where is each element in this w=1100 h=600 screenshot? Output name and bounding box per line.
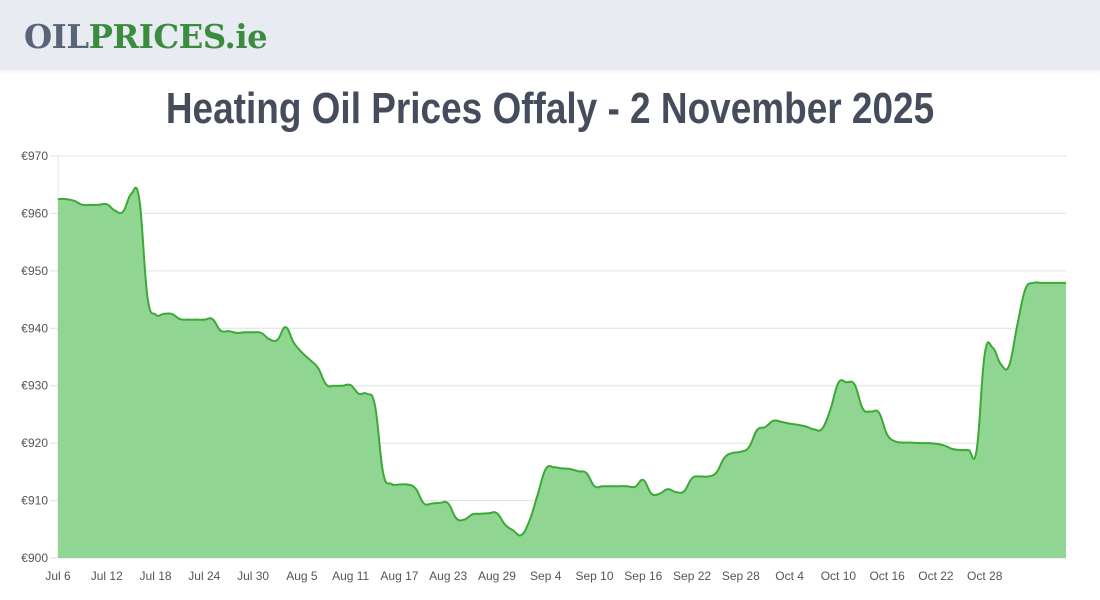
x-tick-label: Sep 10 — [575, 569, 613, 583]
x-tick-label: Sep 22 — [673, 569, 711, 583]
price-line — [57, 186, 1066, 537]
x-tick-label: Sep 28 — [722, 569, 760, 583]
x-tick-label: Jul 30 — [237, 569, 269, 583]
logo-text-oil: OIL — [24, 17, 89, 56]
site-logo[interactable]: OILPRICES.ie — [24, 17, 268, 57]
y-tick-label: €920 — [21, 436, 48, 450]
y-tick-label: €960 — [21, 206, 48, 220]
logo-text-prices: PRICES.ie — [88, 17, 268, 56]
x-tick-label: Aug 23 — [429, 569, 467, 583]
x-tick-label: Oct 4 — [775, 569, 804, 583]
x-axis: Jul 6 Jul 12 Jul 18 Jul 24 Jul 30 Aug 5 Aug 11… — [45, 569, 1002, 583]
x-tick-label: Aug 11 — [332, 569, 369, 583]
y-tick-label: €970 — [21, 149, 48, 163]
x-tick-label: Sep 16 — [624, 569, 662, 583]
site-header: OILPRICES.ie — [0, 0, 1100, 70]
x-tick-label: Jul 24 — [188, 569, 220, 583]
x-tick-label: Oct 28 — [967, 569, 1003, 583]
x-tick-label: Aug 17 — [380, 569, 418, 583]
x-tick-label: Jul 12 — [91, 569, 123, 583]
y-tick-label: €950 — [21, 264, 48, 278]
price-area — [58, 187, 1066, 558]
y-tick-label: €900 — [21, 551, 48, 565]
x-tick-label: Aug 29 — [478, 569, 516, 583]
x-tick-label: Oct 22 — [918, 569, 954, 583]
y-tick-label: €910 — [21, 494, 48, 508]
x-tick-label: Sep 4 — [530, 569, 562, 583]
x-tick-label: Aug 5 — [286, 569, 318, 583]
y-tick-label: €940 — [21, 321, 48, 335]
x-tick-label: Oct 10 — [821, 569, 857, 583]
x-tick-label: Jul 18 — [140, 569, 172, 583]
x-tick-label: Jul 6 — [45, 569, 71, 583]
page-title: Heating Oil Prices Offaly - 2 November 2… — [165, 84, 935, 133]
y-tick-label: €930 — [21, 379, 48, 393]
y-axis: €900 €910 €920 €930 €940 €950 €960 €970 — [21, 149, 48, 565]
x-tick-label: Oct 16 — [869, 569, 905, 583]
